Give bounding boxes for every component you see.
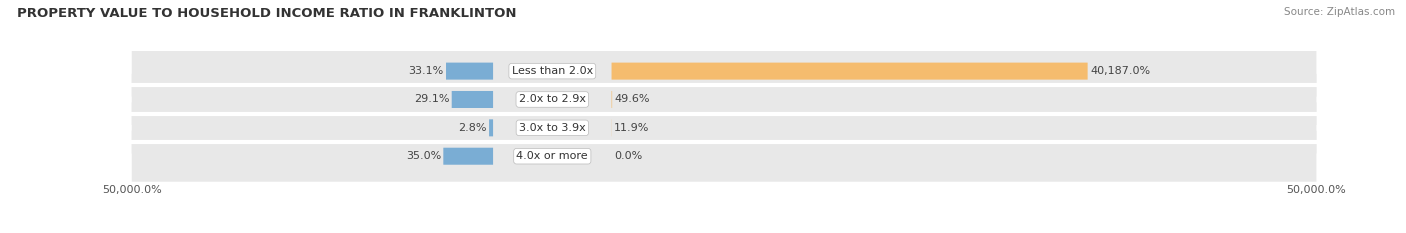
FancyBboxPatch shape xyxy=(446,63,494,80)
FancyBboxPatch shape xyxy=(132,46,1316,97)
FancyBboxPatch shape xyxy=(443,148,494,165)
Text: 49.6%: 49.6% xyxy=(614,94,650,104)
Text: 2.0x to 2.9x: 2.0x to 2.9x xyxy=(519,94,586,104)
Text: 11.9%: 11.9% xyxy=(614,123,650,133)
Text: 3.0x to 3.9x: 3.0x to 3.9x xyxy=(519,123,586,133)
Text: 40,187.0%: 40,187.0% xyxy=(1090,66,1150,76)
Text: PROPERTY VALUE TO HOUSEHOLD INCOME RATIO IN FRANKLINTON: PROPERTY VALUE TO HOUSEHOLD INCOME RATIO… xyxy=(17,7,516,20)
Text: 2.8%: 2.8% xyxy=(458,123,486,133)
FancyBboxPatch shape xyxy=(132,102,1316,153)
FancyBboxPatch shape xyxy=(612,63,1088,80)
FancyBboxPatch shape xyxy=(132,74,1316,125)
Text: 33.1%: 33.1% xyxy=(408,66,444,76)
FancyBboxPatch shape xyxy=(451,91,494,108)
Text: 0.0%: 0.0% xyxy=(614,151,643,161)
Text: Less than 2.0x: Less than 2.0x xyxy=(512,66,593,76)
FancyBboxPatch shape xyxy=(132,131,1316,182)
Text: 4.0x or more: 4.0x or more xyxy=(516,151,588,161)
Text: Source: ZipAtlas.com: Source: ZipAtlas.com xyxy=(1284,7,1395,17)
Text: 29.1%: 29.1% xyxy=(413,94,450,104)
FancyBboxPatch shape xyxy=(489,119,494,136)
Text: 35.0%: 35.0% xyxy=(406,151,441,161)
